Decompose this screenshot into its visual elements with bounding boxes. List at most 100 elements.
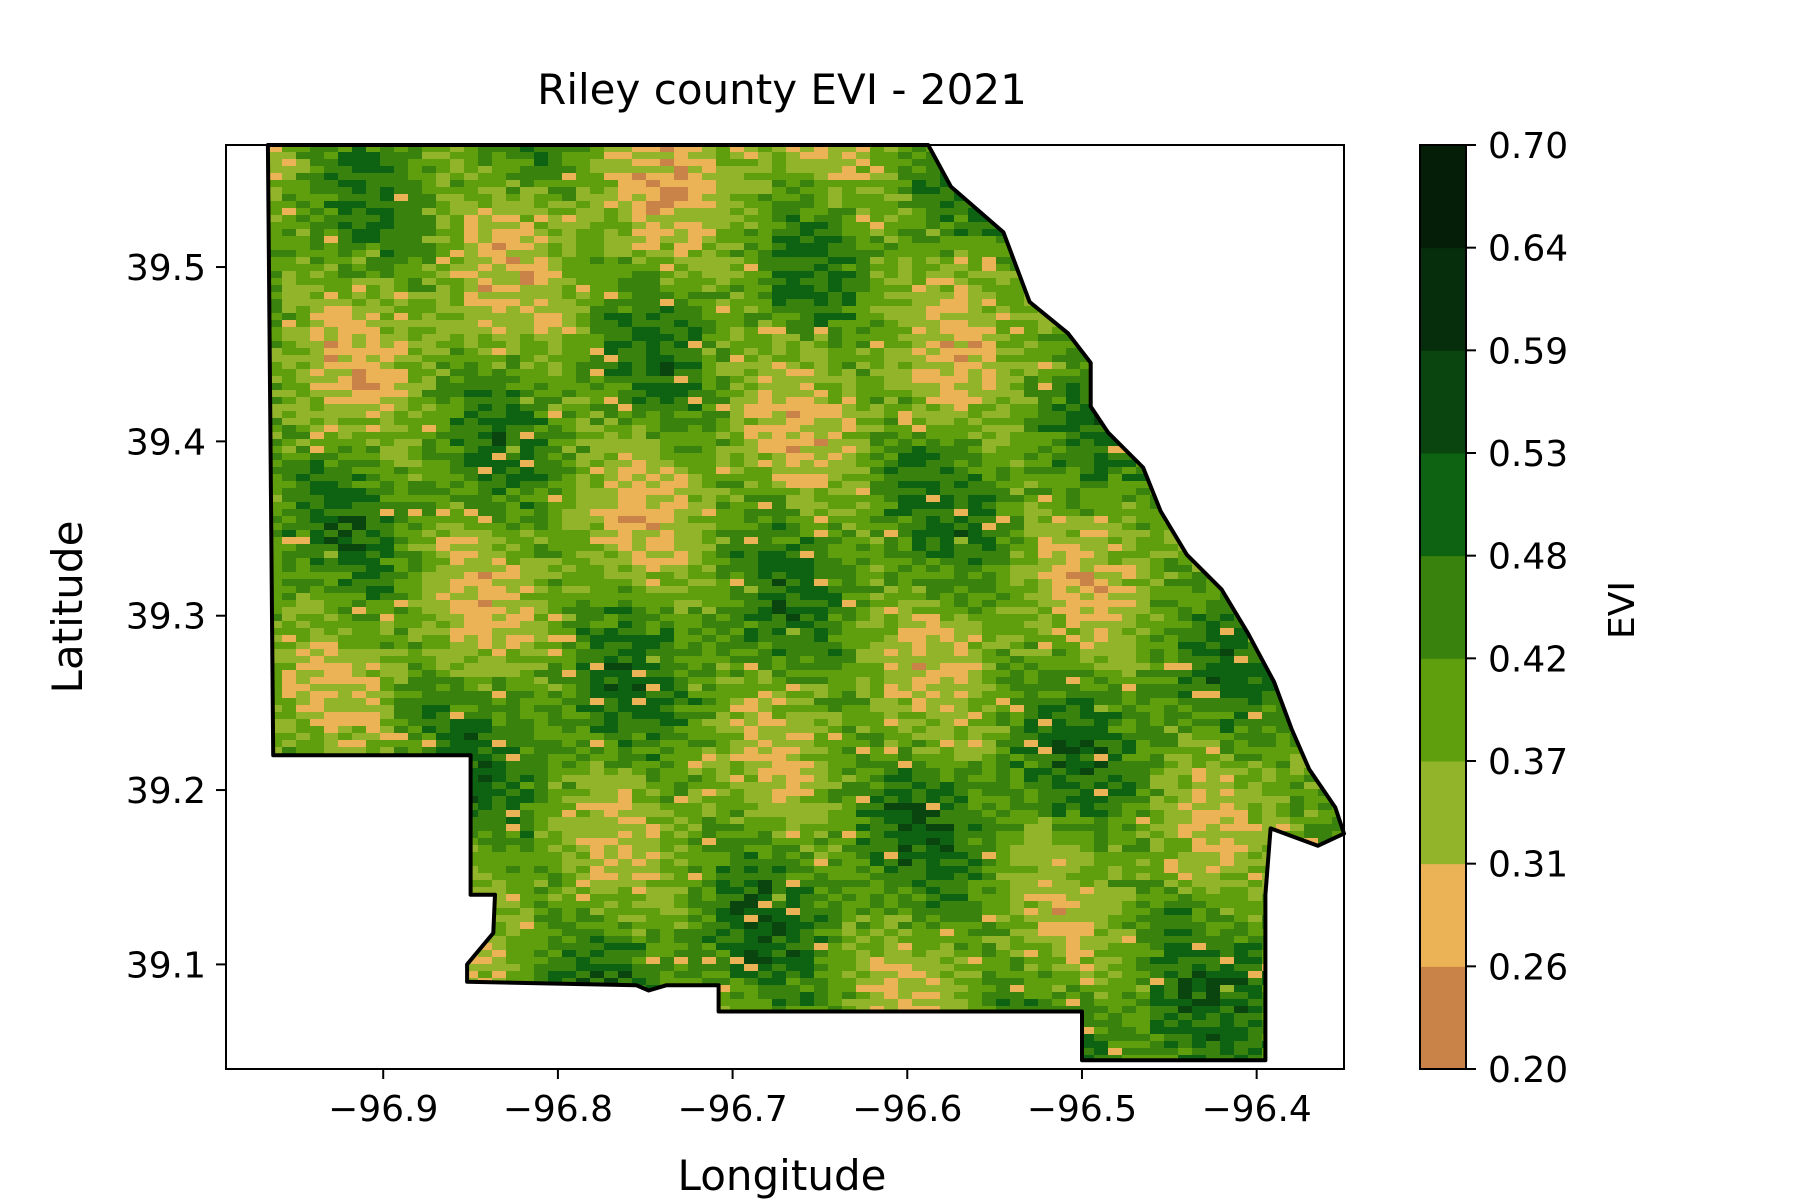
evi-cell <box>450 390 465 398</box>
evi-cell <box>772 201 787 209</box>
evi-cell <box>702 306 717 314</box>
evi-cell <box>576 278 591 286</box>
evi-cell <box>1248 404 1263 412</box>
evi-cell <box>604 544 619 552</box>
evi-cell <box>1066 243 1081 251</box>
evi-cell <box>632 495 647 503</box>
evi-cell <box>534 390 549 398</box>
evi-cell <box>758 481 773 489</box>
evi-cell <box>758 348 773 356</box>
evi-cell <box>716 495 731 503</box>
evi-cell <box>1206 278 1221 286</box>
evi-cell <box>338 502 353 510</box>
evi-cell <box>814 509 829 517</box>
evi-cell <box>702 502 717 510</box>
evi-cell <box>632 362 647 370</box>
evi-cell <box>800 481 815 489</box>
evi-cell <box>464 453 479 461</box>
evi-cell <box>744 236 759 244</box>
evi-cell <box>366 306 381 314</box>
evi-cell <box>996 544 1011 552</box>
evi-cell <box>730 215 745 223</box>
evi-cell <box>772 523 787 531</box>
evi-cell <box>954 222 969 230</box>
evi-cell <box>226 215 241 223</box>
evi-cell <box>1010 299 1025 307</box>
evi-cell <box>772 509 787 517</box>
evi-cell <box>590 187 605 195</box>
evi-cell <box>562 544 577 552</box>
evi-cell <box>1220 264 1235 272</box>
evi-cell <box>982 180 997 188</box>
evi-cell <box>590 495 605 503</box>
evi-cell <box>1164 299 1179 307</box>
evi-cell <box>562 208 577 216</box>
evi-cell <box>842 327 857 335</box>
evi-cell <box>324 306 339 314</box>
evi-cell <box>1122 404 1137 412</box>
evi-cell <box>1192 334 1207 342</box>
evi-cell <box>254 439 269 447</box>
evi-cell <box>674 432 689 440</box>
evi-cell <box>842 201 857 209</box>
evi-cell <box>632 222 647 230</box>
evi-cell <box>660 439 675 447</box>
evi-cell <box>912 467 927 475</box>
evi-cell <box>912 222 927 230</box>
evi-cell <box>660 446 675 454</box>
evi-cell <box>1136 271 1151 279</box>
evi-cell <box>450 264 465 272</box>
evi-cell <box>842 397 857 405</box>
evi-cell <box>240 453 255 461</box>
evi-cell <box>842 523 857 531</box>
evi-cell <box>1178 488 1193 496</box>
evi-cell <box>968 467 983 475</box>
evi-cell <box>758 292 773 300</box>
evi-cell <box>800 376 815 384</box>
evi-cell <box>912 215 927 223</box>
evi-cell <box>394 397 409 405</box>
evi-cell <box>408 523 423 531</box>
evi-cell <box>758 313 773 321</box>
evi-cell <box>954 257 969 265</box>
evi-cell <box>618 299 633 307</box>
evi-cell <box>548 453 563 461</box>
evi-cell <box>716 208 731 216</box>
evi-cell <box>464 229 479 237</box>
evi-cell <box>1080 299 1095 307</box>
evi-cell <box>870 299 885 307</box>
evi-cell <box>1052 159 1067 167</box>
evi-cell <box>1122 292 1137 300</box>
evi-cell <box>1164 488 1179 496</box>
evi-cell <box>688 271 703 279</box>
evi-cell <box>1248 208 1263 216</box>
evi-cell <box>646 341 661 349</box>
evi-cell <box>1262 509 1277 517</box>
evi-cell <box>618 516 633 524</box>
evi-cell <box>506 530 521 538</box>
evi-cell <box>1164 236 1179 244</box>
evi-cell <box>310 565 325 573</box>
evi-cell <box>1290 362 1305 370</box>
evi-cell <box>254 467 269 475</box>
evi-cell <box>1290 292 1305 300</box>
evi-cell <box>660 425 675 433</box>
evi-cell <box>982 488 997 496</box>
evi-cell <box>520 278 535 286</box>
evi-cell <box>716 530 731 538</box>
evi-cell <box>394 516 409 524</box>
evi-cell <box>1262 460 1277 468</box>
evi-cell <box>786 411 801 419</box>
evi-cell <box>450 558 465 566</box>
evi-cell <box>380 334 395 342</box>
evi-cell <box>366 439 381 447</box>
evi-cell <box>996 257 1011 265</box>
evi-cell <box>1192 145 1207 153</box>
evi-cell <box>730 404 745 412</box>
evi-cell <box>1164 278 1179 286</box>
evi-cell <box>1192 320 1207 328</box>
evi-cell <box>1150 411 1165 419</box>
evi-cell <box>814 306 829 314</box>
evi-cell <box>1122 488 1137 496</box>
evi-cell <box>506 432 521 440</box>
